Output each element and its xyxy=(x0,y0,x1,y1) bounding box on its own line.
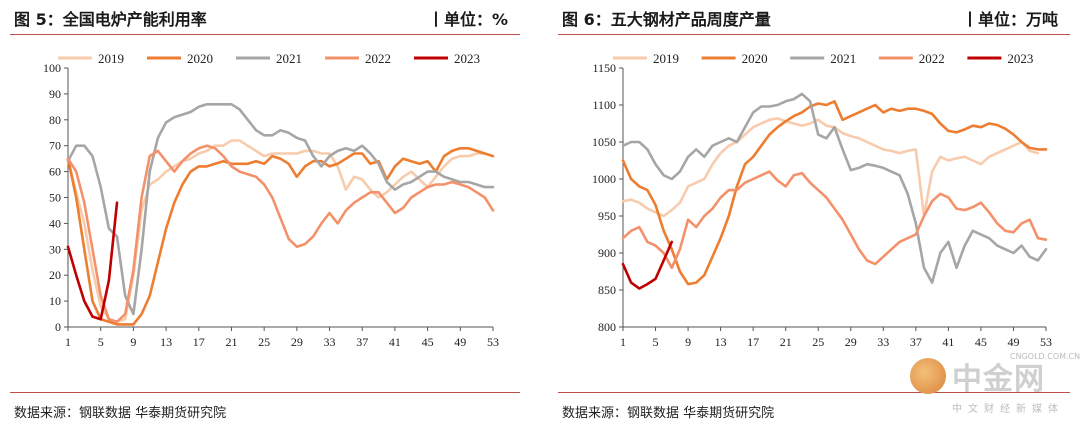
x-tick-label: 37 xyxy=(356,335,368,349)
y-tick-label: 30 xyxy=(49,242,61,256)
series-line-2023 xyxy=(66,201,119,321)
x-tick-label: 25 xyxy=(812,335,824,349)
series-line-2020 xyxy=(66,147,495,326)
legend-label: 2020 xyxy=(742,51,768,66)
x-tick-label: 25 xyxy=(258,335,270,349)
series-line-2022 xyxy=(66,144,495,324)
y-tick-label: 1050 xyxy=(592,135,616,149)
x-tick-label: 49 xyxy=(454,335,466,349)
x-tick-label: 1 xyxy=(620,335,626,349)
y-tick-label: 800 xyxy=(598,320,616,334)
x-tick-label: 33 xyxy=(877,335,889,349)
x-tick-label: 49 xyxy=(1007,335,1019,349)
legend-label: 2021 xyxy=(276,51,302,66)
x-tick-label: 53 xyxy=(1040,335,1052,349)
watermark-name: 中金网 xyxy=(952,362,1045,397)
chart-panel-right: 图 6：五大钢材产品周度产量 丨单位：万吨 800 850 900 950 1000 10… xyxy=(548,0,1080,424)
chart-title: 图 6：五大钢材产品周度产量 xyxy=(562,10,771,29)
y-tick-label: 1100 xyxy=(592,98,616,112)
y-tick-label: 900 xyxy=(598,246,616,260)
legend-label: 2019 xyxy=(98,51,124,66)
x-tick-label: 29 xyxy=(291,335,303,349)
x-tick-label: 21 xyxy=(780,335,792,349)
x-tick-label: 45 xyxy=(422,335,434,349)
series-line-2022 xyxy=(621,170,1048,270)
x-tick-label: 1 xyxy=(65,335,71,349)
header-rule xyxy=(10,34,520,35)
x-tick-label: 13 xyxy=(160,335,172,349)
legend-label: 2023 xyxy=(1007,51,1033,66)
x-tick-label: 33 xyxy=(324,335,336,349)
y-tick-label: 40 xyxy=(49,216,61,230)
x-tick-label: 53 xyxy=(487,335,499,349)
header-rule xyxy=(558,34,1070,35)
chart-header: 图 6：五大钢材产品周度产量 丨单位：万吨 xyxy=(558,4,1070,32)
chart-title: 图 5：全国电炉产能利用率 xyxy=(14,10,207,29)
footer-rule xyxy=(10,392,520,393)
chart-panel-left: 图 5：全国电炉产能利用率 丨单位：% 0 10 20 30 40 50 60 70 80 90 1… xyxy=(0,0,530,424)
watermark-domain: CNGOLD.COM.CN xyxy=(1010,352,1080,361)
chart-unit: 丨单位：万吨 xyxy=(961,10,1058,29)
series-line-2020 xyxy=(621,100,1048,286)
chart-header: 图 5：全国电炉产能利用率 丨单位：% xyxy=(10,4,520,32)
y-tick-label: 50 xyxy=(49,191,61,205)
x-tick-label: 9 xyxy=(130,335,136,349)
y-tick-label: 60 xyxy=(49,165,61,179)
x-tick-label: 41 xyxy=(942,335,954,349)
legend-label: 2019 xyxy=(653,51,679,66)
chart-unit: 丨单位：% xyxy=(427,10,508,29)
legend-label: 2022 xyxy=(919,51,945,66)
y-tick-label: 950 xyxy=(598,209,616,223)
chart-source: 数据来源：钢联数据 华泰期货研究院 xyxy=(14,406,227,421)
series-line-2019 xyxy=(621,117,1040,218)
y-tick-label: 20 xyxy=(49,268,61,282)
y-tick-label: 1000 xyxy=(592,172,616,186)
legend-label: 2022 xyxy=(365,51,391,66)
x-tick-label: 5 xyxy=(98,335,104,349)
x-tick-label: 29 xyxy=(845,335,857,349)
x-tick-label: 13 xyxy=(715,335,727,349)
line-chart: 800 850 900 950 1000 1050 1100 1150 1 5 9 13 17 21 25 2… xyxy=(592,51,1052,349)
legend-label: 2020 xyxy=(187,51,213,66)
y-tick-label: 90 xyxy=(49,87,61,101)
x-tick-label: 21 xyxy=(225,335,237,349)
x-tick-label: 45 xyxy=(975,335,987,349)
y-tick-label: 1150 xyxy=(592,61,616,75)
footer-rule xyxy=(558,392,1070,393)
x-tick-label: 41 xyxy=(389,335,401,349)
y-tick-label: 850 xyxy=(598,283,616,297)
line-chart: 0 10 20 30 40 50 60 70 80 90 100 1 5 9 13 17 21 25 29 33 37 4… xyxy=(43,51,499,349)
y-tick-label: 10 xyxy=(49,294,61,308)
y-tick-label: 70 xyxy=(49,139,61,153)
series-line-2019 xyxy=(66,139,487,324)
chart-source: 数据来源：钢联数据 华泰期货研究院 xyxy=(562,406,775,421)
x-tick-label: 37 xyxy=(910,335,922,349)
series-line-2023 xyxy=(621,240,674,290)
watermark-logo: CNGOLD.COM.CN 中金网 中文财经新媒体 xyxy=(906,352,1080,418)
series-line-2021 xyxy=(621,92,1048,284)
watermark-subtitle: 中文财经新媒体 xyxy=(952,404,1064,415)
y-tick-label: 80 xyxy=(49,113,61,127)
y-tick-label: 100 xyxy=(43,61,61,75)
series-line-2021 xyxy=(66,103,495,316)
x-tick-label: 17 xyxy=(747,335,759,349)
x-tick-label: 17 xyxy=(193,335,205,349)
y-tick-label: 0 xyxy=(55,320,61,334)
x-tick-label: 9 xyxy=(685,335,691,349)
coin-logo-icon xyxy=(910,358,946,394)
x-tick-label: 5 xyxy=(653,335,659,349)
legend-label: 2023 xyxy=(454,51,480,66)
legend-label: 2021 xyxy=(830,51,856,66)
